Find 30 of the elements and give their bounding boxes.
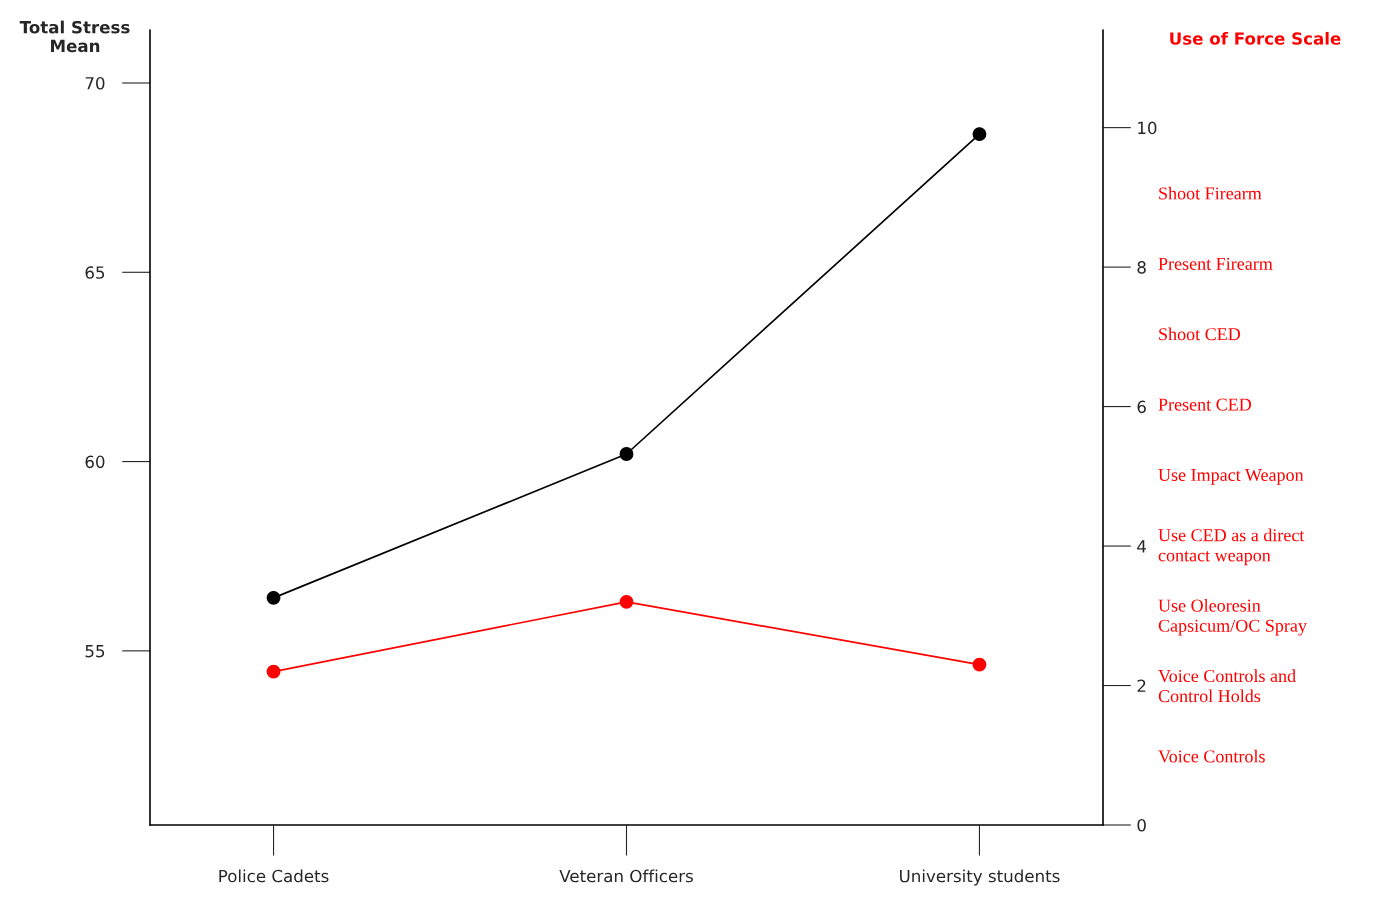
text: Shoot Firearm bbox=[1159, 186, 1262, 200]
text: Use Oleoresin Capsicum/OC Spray bbox=[1158, 598, 1307, 636]
x-tick-label: Veteran Officers bbox=[559, 869, 693, 883]
text: Present Firearm bbox=[1158, 257, 1273, 270]
point bbox=[266, 664, 281, 679]
point bbox=[266, 590, 281, 605]
y-axis-title: Total Stress Mean bbox=[19, 20, 130, 53]
point bbox=[619, 447, 634, 461]
y2-tick-label: 0 bbox=[1137, 818, 1146, 832]
text: Voice Controls bbox=[1158, 749, 1265, 763]
point bbox=[619, 594, 634, 609]
y2-tick-label: 4 bbox=[1137, 540, 1146, 553]
text: Present CED bbox=[1158, 398, 1252, 411]
y2-axis-title: Use of Force Scale bbox=[1170, 31, 1341, 45]
y2-tick-label: 10 bbox=[1138, 121, 1157, 135]
y-tick-label: 60 bbox=[85, 455, 105, 469]
y2-tick-label: 6 bbox=[1137, 400, 1146, 414]
x-tick-label: Police Cadets bbox=[219, 869, 329, 883]
y2-tick-label: 8 bbox=[1137, 261, 1146, 274]
y-tick-label: 55 bbox=[85, 645, 105, 658]
text: Use CED as a direct contact weapon bbox=[1158, 528, 1305, 566]
y-tick-label: 65 bbox=[85, 266, 105, 279]
point bbox=[972, 657, 987, 672]
x-tick-label: University students bbox=[900, 869, 1060, 886]
text: Shoot CED bbox=[1159, 327, 1241, 341]
y2-tick-label: 2 bbox=[1137, 679, 1146, 692]
text: Voice Controls and Control Holds bbox=[1158, 669, 1296, 703]
text: Use Impact Weapon bbox=[1158, 469, 1304, 485]
y-tick-label: 70 bbox=[85, 76, 105, 90]
point bbox=[972, 127, 987, 142]
